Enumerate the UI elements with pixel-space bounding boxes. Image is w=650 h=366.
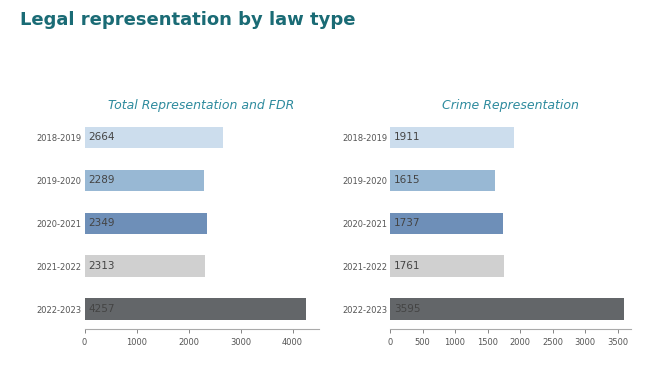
Text: 2313: 2313 xyxy=(88,261,115,271)
Bar xyxy=(390,298,623,320)
Text: Legal representation by law type: Legal representation by law type xyxy=(20,11,355,29)
Bar xyxy=(390,127,514,148)
Text: 2289: 2289 xyxy=(88,175,115,185)
Text: 1737: 1737 xyxy=(394,218,421,228)
Bar xyxy=(84,170,203,191)
Text: 2664: 2664 xyxy=(88,132,115,142)
Text: 1615: 1615 xyxy=(394,175,421,185)
Bar xyxy=(84,255,205,277)
Bar xyxy=(84,127,223,148)
Text: 1911: 1911 xyxy=(394,132,421,142)
Text: 3595: 3595 xyxy=(394,304,421,314)
Text: 2349: 2349 xyxy=(88,218,115,228)
Bar xyxy=(390,213,503,234)
Bar xyxy=(390,170,495,191)
Bar xyxy=(84,213,207,234)
Title: Crime Representation: Crime Representation xyxy=(442,99,578,112)
Text: 1761: 1761 xyxy=(394,261,421,271)
Bar xyxy=(390,255,504,277)
Text: 4257: 4257 xyxy=(88,304,115,314)
Title: Total Representation and FDR: Total Representation and FDR xyxy=(109,99,294,112)
Bar xyxy=(84,298,306,320)
